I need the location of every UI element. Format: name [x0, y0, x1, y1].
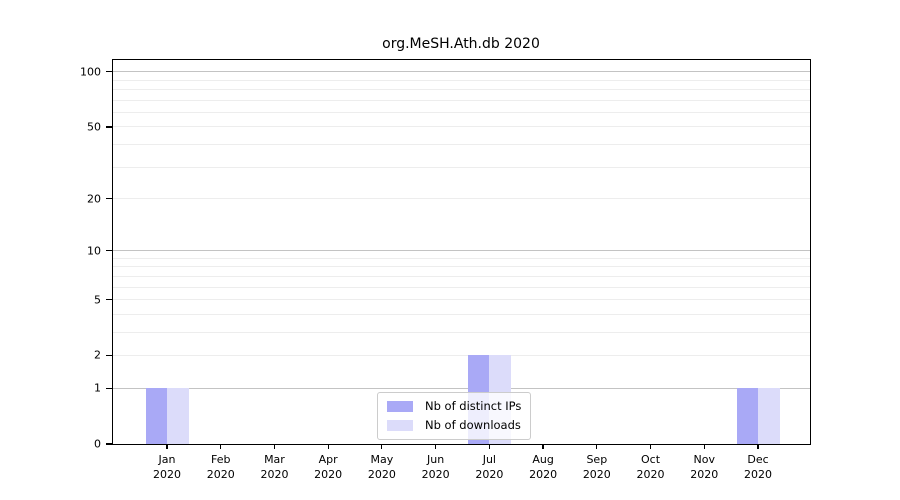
gridline-minor [113, 313, 810, 315]
x-axis-tick [488, 444, 490, 449]
chart-title: org.MeSH.Ath.db 2020 [382, 36, 540, 52]
y-axis-tick-label: 5 [94, 293, 101, 307]
y-axis-tick-label: 10 [87, 244, 101, 258]
y-axis-tick [106, 197, 113, 200]
x-axis-tick-label: Jan 2020 [153, 453, 181, 481]
x-axis-tick-label: Mar 2020 [260, 453, 289, 481]
gridline-major [113, 250, 810, 252]
x-axis-tick [381, 444, 383, 449]
gridline-minor [113, 275, 810, 277]
x-axis-tick-label: Jul 2020 [475, 453, 504, 481]
legend-label-downloads: Nb of downloads [425, 418, 521, 432]
legend-item-distinct-ips: Nb of distinct IPs [387, 398, 521, 414]
y-axis-tick [106, 250, 113, 252]
gridline-minor [113, 112, 810, 114]
gridline-minor [113, 331, 810, 333]
y-axis-tick-label: 1 [94, 381, 101, 395]
x-axis-tick-label: May 2020 [367, 453, 396, 481]
y-axis-tick-label: 2 [94, 348, 101, 362]
x-axis-tick [435, 444, 437, 449]
gridline-minor [113, 299, 810, 301]
legend-label-distinct-ips: Nb of distinct IPs [425, 399, 522, 413]
x-axis-tick-label: Feb 2020 [206, 453, 235, 481]
bar-downloads-jan [167, 388, 189, 444]
gridline-minor [113, 198, 810, 199]
x-axis-tick-label: Sep 2020 [582, 453, 611, 481]
x-axis-tick [596, 444, 598, 449]
x-axis-tick-label: Aug 2020 [529, 453, 558, 481]
x-axis-tick-label: Jun 2020 [421, 453, 450, 481]
legend-swatch-downloads-icon [387, 419, 413, 431]
gridline-minor [113, 257, 810, 259]
x-axis-tick-label: Dec 2020 [744, 453, 772, 481]
y-axis-tick [106, 387, 113, 389]
x-axis-tick-label: Oct 2020 [636, 453, 665, 481]
bar-downloads-dec [758, 388, 780, 444]
y-axis-tick-label: 0 [94, 437, 101, 451]
legend: Nb of distinct IPs Nb of downloads [377, 392, 532, 440]
y-axis-tick-label: 100 [80, 65, 101, 79]
plot-area: 0 1 2 5 10 20 50 100 Jan 2020 Feb 2020 Mar 2020 Apr 202… [80, 59, 811, 481]
gridline-minor [113, 126, 810, 128]
x-axis-tick [649, 444, 652, 449]
y-axis-tick-label: 50 [87, 120, 101, 134]
gridline-minor [113, 354, 810, 356]
y-axis-tick-label: 20 [87, 192, 101, 205]
x-axis-tick [542, 444, 544, 449]
x-axis-tick [757, 444, 759, 449]
x-axis-tick [220, 444, 222, 449]
y-axis-tick [106, 126, 113, 128]
x-axis-tick-label: Nov 2020 [690, 453, 719, 481]
gridline-major [113, 71, 810, 73]
gridline-minor [113, 89, 810, 91]
gridline-minor [113, 166, 810, 168]
x-axis-tick [273, 444, 276, 449]
x-axis-tick [166, 444, 168, 449]
gridline-minor [113, 99, 810, 101]
gridline-major [113, 387, 810, 389]
x-axis-tick-label: Apr 2020 [314, 453, 343, 481]
y-axis-tick [106, 354, 113, 356]
gridline-minor [113, 79, 810, 81]
legend-item-downloads: Nb of downloads [387, 417, 521, 433]
y-axis-tick [106, 71, 113, 73]
x-axis-tick [327, 444, 329, 449]
y-axis-tick [106, 443, 113, 445]
y-axis-tick [106, 298, 113, 301]
bar-distinct-ips-jan [145, 388, 167, 444]
gridline-minor [113, 266, 810, 268]
gridline-minor [113, 286, 810, 288]
legend-swatch-distinct-ips-icon [387, 400, 413, 412]
x-axis-tick [703, 444, 705, 449]
gridline-minor [113, 144, 810, 146]
bar-distinct-ips-dec [736, 388, 758, 444]
